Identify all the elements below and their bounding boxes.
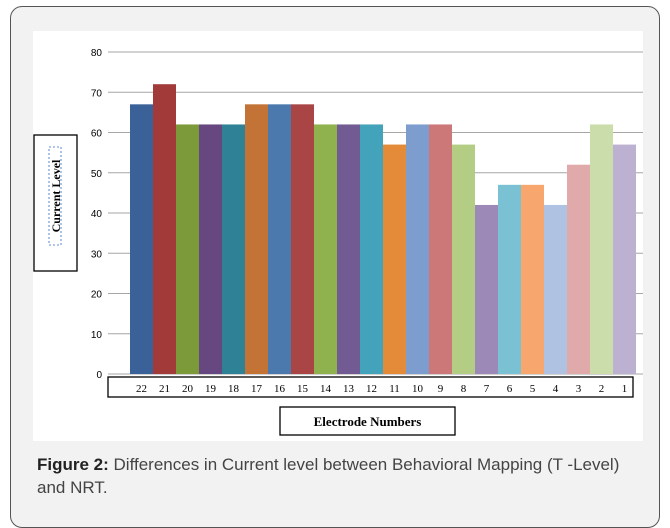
bar xyxy=(406,124,429,374)
x-tick-label: 5 xyxy=(530,383,536,395)
x-tick-label: 2 xyxy=(599,383,605,395)
x-tick-label: 12 xyxy=(366,383,377,395)
y-tick-label: 10 xyxy=(91,330,103,341)
figure-frame: 0 10 20 30 40 50 60 70 80 22 21 20 19 18 17 16 15 14 13 12… xyxy=(10,6,660,528)
bar xyxy=(153,84,176,374)
bar xyxy=(613,144,636,374)
x-tick-label: 20 xyxy=(182,383,194,395)
x-tick-label: 15 xyxy=(297,383,309,395)
bar xyxy=(130,104,153,374)
x-tick-label: 9 xyxy=(438,383,444,395)
x-tick-label: 22 xyxy=(136,383,147,395)
x-tick-label: 19 xyxy=(205,383,217,395)
x-axis-label: Electrode Numbers xyxy=(314,414,422,429)
bar xyxy=(521,184,544,374)
y-tick-label: 30 xyxy=(91,249,103,260)
bars xyxy=(130,84,636,374)
y-axis-label: Current Level xyxy=(49,159,63,232)
x-tick-label: 10 xyxy=(412,383,424,395)
y-tick-label: 60 xyxy=(91,129,103,140)
bar xyxy=(383,144,406,374)
figure-caption: Figure 2: Differences in Current level b… xyxy=(37,453,637,499)
bar xyxy=(475,204,498,374)
y-tick-label: 80 xyxy=(91,48,103,59)
bar xyxy=(567,164,590,374)
x-tick-label: 13 xyxy=(343,383,355,395)
bar xyxy=(498,184,521,374)
y-tick-label: 70 xyxy=(91,88,103,99)
bar xyxy=(452,144,475,374)
bar xyxy=(176,124,199,374)
y-axis-label-box xyxy=(33,134,78,272)
bar xyxy=(337,124,360,374)
x-tick-label: 3 xyxy=(576,383,582,395)
chart-area: 0 10 20 30 40 50 60 70 80 22 21 20 19 18 17 16 15 14 13 12… xyxy=(33,31,643,441)
bar xyxy=(360,124,383,374)
bar xyxy=(429,124,452,374)
x-tick-label: 17 xyxy=(251,383,263,395)
y-tick-label: 20 xyxy=(91,290,103,301)
x-tick-label: 16 xyxy=(274,383,286,395)
x-tick-label: 6 xyxy=(507,383,513,395)
x-tick-label: 1 xyxy=(622,383,628,395)
y-tick-labels: 0 10 20 30 40 50 60 70 80 xyxy=(91,48,103,381)
x-tick-label: 4 xyxy=(553,383,559,395)
bar xyxy=(222,124,245,374)
x-axis-label-box xyxy=(279,406,456,436)
bar xyxy=(544,204,567,374)
x-tick-label: 7 xyxy=(484,383,490,395)
bar xyxy=(199,124,222,374)
bar xyxy=(245,104,268,374)
bar xyxy=(590,124,613,374)
x-tick-label: 11 xyxy=(389,383,400,395)
bar xyxy=(268,104,291,374)
y-tick-label: 40 xyxy=(91,209,103,220)
y-tick-label: 0 xyxy=(96,370,102,381)
bar xyxy=(314,124,337,374)
x-tick-label: 21 xyxy=(159,383,170,395)
x-tick-label: 18 xyxy=(228,383,240,395)
x-tick-labels: 22 21 20 19 18 17 16 15 14 13 12 11 10 9 8 7 6 5 4 3 2 1 xyxy=(136,383,627,395)
x-tick-label: 14 xyxy=(320,383,332,395)
y-axis-label-selection xyxy=(48,146,62,246)
caption-text: Differences in Current level between Beh… xyxy=(37,455,620,497)
bar xyxy=(291,104,314,374)
caption-label: Figure 2: xyxy=(37,455,109,474)
x-tick-label: 8 xyxy=(461,383,467,395)
y-tick-label: 50 xyxy=(91,169,103,180)
x-tick-label-box xyxy=(107,376,634,398)
